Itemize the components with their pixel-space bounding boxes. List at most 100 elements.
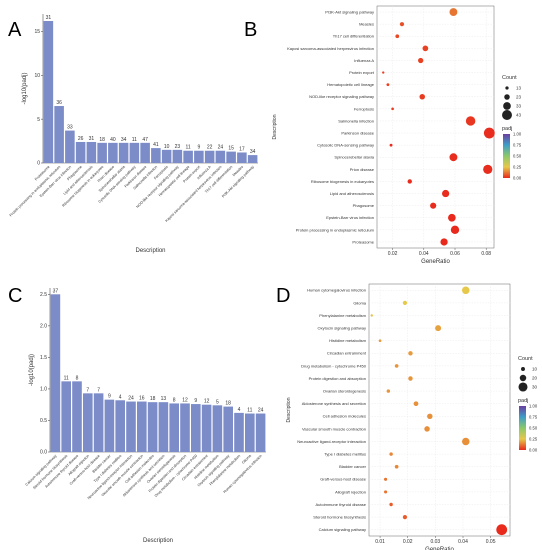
size-legend-label: 43 [516,113,522,118]
panel-label-C: C [8,285,22,307]
color-legend-label: 0.25 [529,437,538,442]
plot-panel [376,5,495,249]
dot-17 [430,202,437,209]
dot-13 [462,437,470,446]
y-tick-label: Glioma [353,300,366,305]
bar-3 [72,381,82,452]
bar-count-label: 9 [194,398,197,404]
panel-label-B: B [244,19,257,41]
bar-count-label: 11 [132,137,137,143]
color-legend-label: 1.00 [513,132,522,137]
dot-9 [386,389,391,393]
bar-12 [161,149,172,163]
size-legend-title: Count [502,75,517,81]
bar-9 [129,142,140,163]
dot-10 [413,401,419,407]
x-tick-label: Protein processing in endoplasmic reticu… [9,165,62,218]
y-tick-label: Spinocerebellar ataxia [334,155,374,160]
dot-20 [440,238,448,246]
dot-3 [395,34,400,39]
bar-count-label: 31 [46,15,52,21]
bar-count-label: 9 [197,145,200,151]
bar-13 [172,149,183,163]
bar-8 [118,142,129,163]
x-tick-label: 0.04 [458,539,468,545]
y-tick-label: 0.0 [40,450,47,456]
y-tick-label: Epstein-Barr virus infection [326,215,374,220]
y-axis-title: Description [286,397,292,422]
bar-count-label: 26 [78,136,84,142]
bar-count-label: 17 [239,146,245,152]
y-tick-label: Ferroptosis [354,106,374,111]
y-tick-label: 5 [37,117,40,123]
color-legend-title: padj [502,126,512,132]
bar-count-label: 4 [238,407,241,413]
color-legend-bar [519,406,526,450]
y-tick-label: Cell adhesion molecules [323,414,366,419]
bar-19 [237,152,247,163]
bar-5 [86,141,97,163]
size-legend-dot [502,110,512,120]
bar-count-label: 11 [247,408,252,414]
size-legend-dot [519,374,527,382]
bar-count-label: 7 [86,387,89,393]
y-tick-label: Drug metabolism - cytochrome P450 [301,363,367,368]
bar-count-label: 15 [228,146,234,152]
y-tick-label: Histidine metabolism [329,338,367,343]
x-tick-label: 0.02 [403,539,413,545]
dot-13 [449,153,458,162]
bar-18 [234,412,244,452]
size-legend-dot [521,367,525,371]
bar-count-label: 11 [186,145,191,151]
bar-9 [137,401,147,452]
bar-6 [97,142,107,163]
y-tick-label: Th17 cell differentiation [333,34,374,39]
bar-count-label: 12 [204,399,210,405]
size-legend-label: 23 [516,95,522,100]
y-tick-label: PI3K-Akt signaling pathway [325,9,374,14]
dot-14 [483,164,493,174]
bar-count-label: 36 [56,100,62,106]
bar-count-label: 31 [89,136,95,142]
y-tick-label: Proteasome [352,239,374,244]
dot-17 [384,490,388,494]
y-tick-label: 0.5 [40,418,47,424]
dot-7 [386,83,390,87]
color-legend-label: 1.00 [529,404,538,409]
dot-10 [465,116,476,126]
y-tick-label: Human cytomegalovirus infection [307,288,366,293]
dot-11 [483,127,495,139]
y-tick-label: Calcium signaling pathway [319,527,366,532]
y-tick-label: Protein digestion and absorption [309,376,366,381]
x-tick-label: 0.04 [419,251,429,257]
dot-5 [378,339,382,343]
y-tick-label: Kaposi sarcoma-associated herpesvirus in… [287,46,374,51]
y-tick-label: Autoimmune thyroid disease [316,502,367,507]
bar-count-label: 13 [161,396,167,402]
size-legend-dot [518,382,528,392]
size-legend-label: 13 [516,86,522,91]
y-tick-label: Steroid hormone biosynthesis [313,515,366,520]
bar-count-label: 5 [216,399,219,405]
bar-15 [201,404,212,452]
size-legend-dot [504,94,510,100]
bar-18 [226,151,236,163]
color-legend-label: 0.00 [529,448,538,453]
y-tick-label: Hematopoietic cell lineage [327,82,374,87]
y-tick-label: Parkinson disease [341,130,374,135]
bar-15 [194,150,204,163]
bar-20 [255,413,266,452]
dot-1 [462,286,470,295]
dot-15 [407,179,412,184]
color-legend-label: 0.50 [529,426,538,431]
y-tick-label: Protein export [349,70,375,75]
dot-6 [408,351,413,356]
bar-16 [204,150,215,163]
dot-18 [448,213,456,222]
y-tick-label: Cytosolic DNA-sensing pathway [317,143,374,148]
bar-4 [75,141,86,163]
y-tick-label: 15 [34,29,40,35]
plot-panel [368,283,511,537]
dot-12 [389,143,393,147]
dot-8 [419,94,425,100]
